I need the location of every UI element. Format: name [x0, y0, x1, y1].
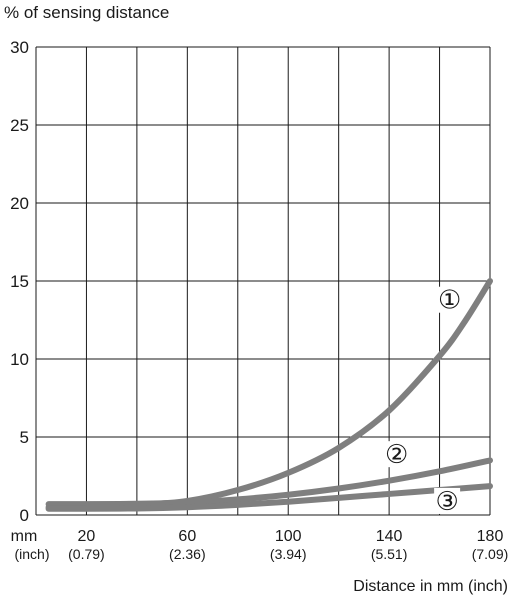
x-tick-sublabel: (3.94)	[270, 546, 307, 562]
series-label-2: ②	[385, 439, 408, 469]
y-tick-label: 0	[20, 506, 29, 525]
x-tick-label: 180	[477, 528, 504, 545]
x-tick-sublabel: (2.36)	[169, 546, 206, 562]
y-tick-label: 20	[10, 194, 29, 213]
y-axis-title: % of sensing distance	[4, 3, 169, 22]
x-unit-sublabel: (inch)	[14, 546, 49, 562]
y-tick-label: 30	[10, 38, 29, 57]
axes: 05101520253020(0.79)60(2.36)100(3.94)140…	[4, 3, 508, 595]
grid	[35, 46, 491, 516]
series-label-3: ③	[435, 486, 458, 516]
x-unit-label: mm	[11, 528, 38, 545]
series-line-3	[45, 483, 493, 512]
x-tick-label: 60	[178, 528, 196, 545]
series-label-bg	[436, 286, 463, 313]
series-label-bg	[434, 487, 461, 514]
x-tick-label: 20	[78, 528, 96, 545]
x-axis-title: Distance in mm (inch)	[353, 578, 508, 595]
y-tick-label: 10	[10, 350, 29, 369]
series-line-2	[45, 457, 493, 508]
x-tick-sublabel: (0.79)	[68, 546, 105, 562]
y-tick-label: 25	[10, 116, 29, 135]
series-labels: ① ②③	[383, 285, 463, 516]
series-label-bg	[383, 441, 410, 468]
x-tick-sublabel: (7.09)	[472, 546, 509, 562]
x-tick-sublabel: (5.51)	[371, 546, 408, 562]
y-tick-label: 15	[10, 272, 29, 291]
series-label-1: ①	[438, 285, 461, 315]
x-tick-label: 100	[275, 528, 302, 545]
series-lines	[45, 278, 493, 512]
y-tick-label: 5	[20, 428, 29, 447]
x-tick-label: 140	[376, 528, 403, 545]
